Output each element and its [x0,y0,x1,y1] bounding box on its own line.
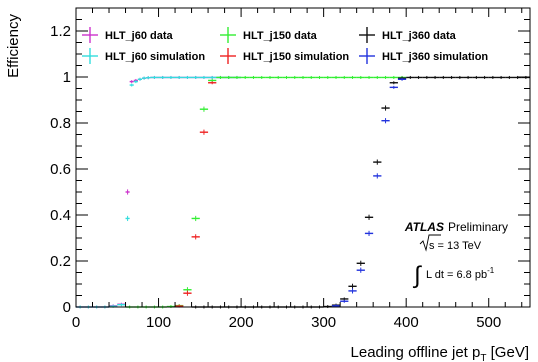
series-hlt-j60-simulation [76,75,242,309]
data-markers [76,75,530,309]
integral-symbol: ∫ [412,262,422,289]
x-tick-label: 300 [311,314,336,331]
x-axis-label-unit: [GeV] [486,344,529,361]
axis-ticks: 0 100 200 300 400 500 0 0.2 0.4 0.6 0.8 1 1.2 [50,8,530,331]
luminosity-annotation: ∫ L dt = 6.8 pb-1 [412,262,495,289]
y-tick-label: 0.4 [50,207,71,224]
y-tick-label: 0.2 [50,253,71,270]
x-axis-label: Leading offline jet pT [GeV] [351,344,529,362]
legend-label: HLT_j150 simulation [243,51,349,63]
y-tick-label: 1 [63,69,71,86]
atlas-status: Preliminary [448,220,508,234]
series-hlt-j360-simulation [331,77,407,308]
x-tick-label: 400 [394,314,419,331]
legend-label: HLT_j60 simulation [105,51,205,63]
legend-label: HLT_j360 data [382,30,457,42]
legend-label: HLT_j60 data [105,30,174,42]
y-axis-label: Efficiency [5,14,22,78]
y-tick-label: 1.2 [50,23,71,40]
lumi-unit-exponent: -1 [487,266,495,275]
energy-annotation: s = 13 TeV [419,234,482,252]
lumi-label: L dt = 6.8 pb [426,269,487,281]
x-tick-label: 500 [476,314,501,331]
series-hlt-j60-data [76,75,242,309]
x-tick-label: 100 [146,314,171,331]
legend-entry: HLT_j60 data [82,27,174,43]
x-axis-label-main: Leading offline jet p [351,344,481,361]
energy-label: s = 13 TeV [429,240,482,252]
x-axis-label-subscript: T [480,353,486,362]
legend-entry: HLT_j150 data [220,27,318,43]
atlas-label: ATLAS [404,220,444,234]
legend-entry: HLT_j150 simulation [220,48,349,64]
y-tick-label: 0 [63,299,71,316]
atlas-annotation: ATLAS Preliminary s = 13 TeV ∫ L dt = 6.8… [404,220,508,289]
legend-entry: HLT_j360 simulation [359,48,488,64]
y-tick-label: 0.6 [50,161,71,178]
legend-entry: HLT_j360 data [359,27,457,43]
legend-entry: HLT_j60 simulation [82,48,205,64]
legend: HLT_j60 data HLT_j60 simulation HLT_j150 d… [82,27,488,64]
series-hlt-j150-data [125,75,407,309]
legend-label: HLT_j150 data [243,30,318,42]
y-tick-label: 0.8 [50,115,71,132]
sqrt-symbol [419,234,441,252]
series-hlt-j150-simulation [175,81,217,308]
x-tick-label: 0 [72,314,80,331]
legend-label: HLT_j360 simulation [382,51,488,63]
svg-text:L dt = 6.8 pb-1: L dt = 6.8 pb-1 [426,266,495,281]
x-tick-label: 200 [229,314,254,331]
